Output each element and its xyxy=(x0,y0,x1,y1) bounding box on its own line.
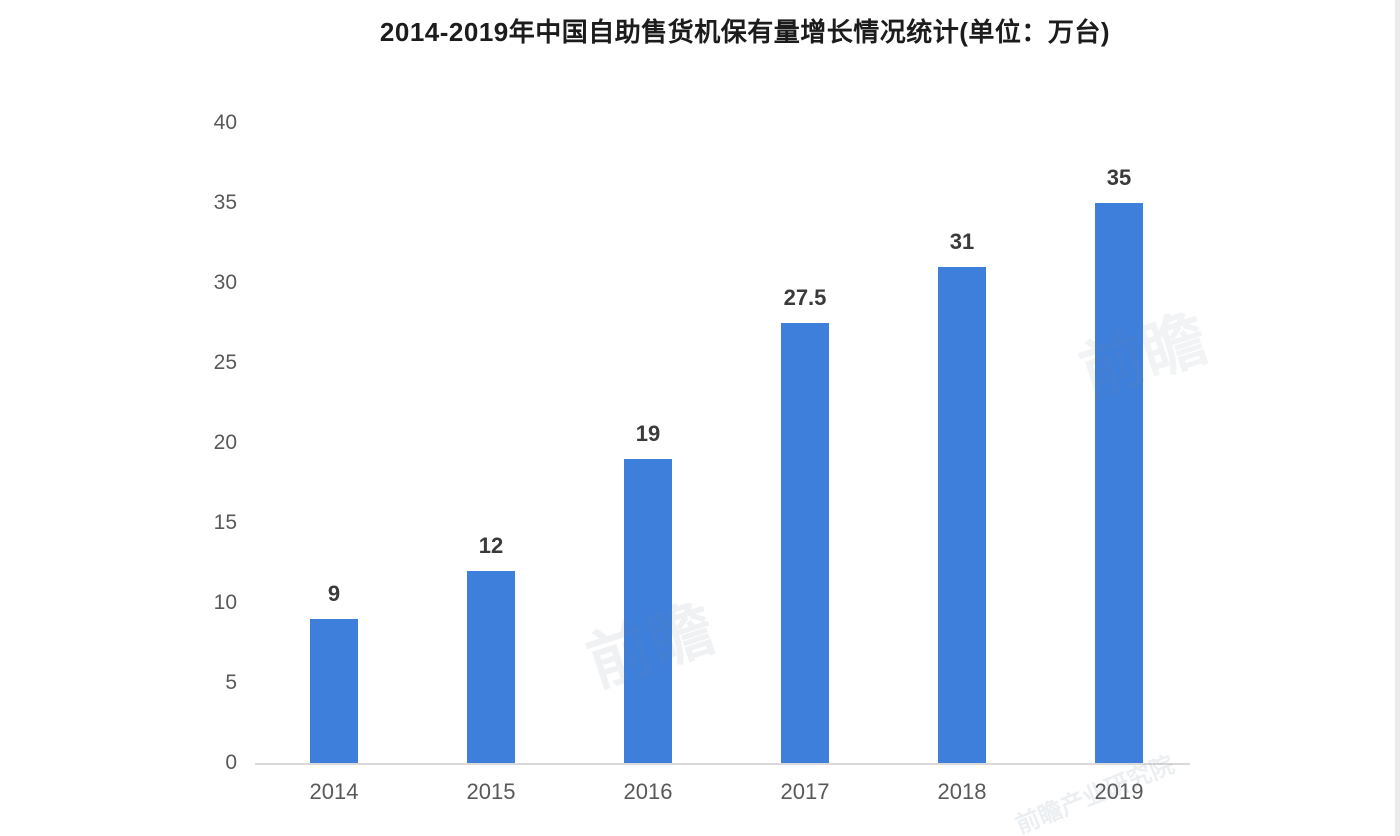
bar-value-label-2016: 19 xyxy=(635,421,661,446)
bar-2014 xyxy=(310,619,358,763)
x-tick-label-2014: 2014 xyxy=(309,779,359,804)
bar-2016 xyxy=(624,459,672,763)
bar-2018 xyxy=(938,267,986,763)
right-edge-strip xyxy=(1395,0,1400,836)
y-tick-label-5: 5 xyxy=(225,671,237,694)
y-tick-label-30: 30 xyxy=(213,271,237,294)
chart-title: 2014-2019年中国自助售货机保有量增长情况统计(单位：万台) xyxy=(379,17,1111,47)
y-tick-label-35: 35 xyxy=(213,191,237,214)
x-tick-label-2017: 2017 xyxy=(780,779,830,804)
bar-2019 xyxy=(1095,203,1143,763)
y-tick-label-25: 25 xyxy=(213,351,237,374)
y-tick-label-10: 10 xyxy=(213,591,237,614)
bar-2017 xyxy=(781,323,829,763)
x-tick-label-2019: 2019 xyxy=(1094,779,1144,804)
x-tick-label-2018: 2018 xyxy=(937,779,987,804)
y-tick-label-40: 40 xyxy=(213,111,237,134)
x-tick-label-2015: 2015 xyxy=(466,779,516,804)
bar-2015 xyxy=(467,571,515,763)
y-tick-label-15: 15 xyxy=(213,511,237,534)
plot-area: 9 12 19 27.5 31 35 xyxy=(255,123,1190,765)
x-tick-label-2016: 2016 xyxy=(623,779,673,804)
bar-value-label-2019: 35 xyxy=(1106,165,1132,190)
bar-value-label-2015: 12 xyxy=(478,533,504,558)
bar-value-label-2018: 31 xyxy=(949,229,975,254)
y-tick-label-0: 0 xyxy=(225,751,237,774)
y-tick-label-20: 20 xyxy=(213,431,237,454)
bar-value-label-2014: 9 xyxy=(327,581,341,606)
bar-value-label-2017: 27.5 xyxy=(783,285,827,310)
